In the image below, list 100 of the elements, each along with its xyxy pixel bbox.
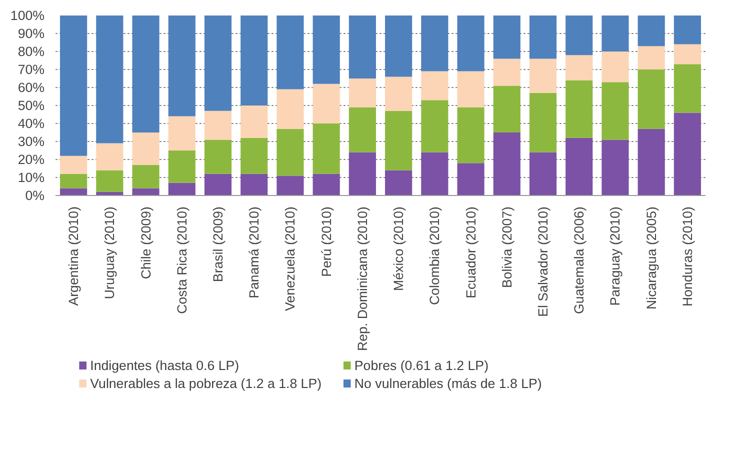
bar: [96, 16, 124, 144]
bar: [385, 170, 412, 196]
x-tick-label: El Salvador (2010): [536, 206, 550, 317]
x-tick-label: Colombia (2010): [427, 206, 442, 306]
bar: [638, 46, 665, 70]
x-tick-label: Guatemala (2006): [572, 206, 587, 314]
bar: [566, 80, 593, 138]
bar: [276, 128, 304, 176]
bar: [457, 163, 484, 196]
x-tick-label: Nicaragua (2005): [644, 206, 659, 310]
y-tick-label: 40%: [18, 116, 45, 131]
bar: [240, 106, 268, 138]
bar: [457, 107, 484, 164]
y-tick-label: 30%: [18, 134, 45, 149]
x-tick-label: México (2010): [391, 206, 406, 291]
bar: [385, 16, 412, 77]
bar: [638, 16, 665, 46]
y-tick-label: 20%: [18, 152, 45, 167]
y-tick-label: 70%: [18, 62, 45, 77]
bar: [674, 16, 701, 44]
bar: [529, 152, 557, 196]
bar: [493, 58, 520, 86]
bar: [602, 82, 629, 140]
bar: [529, 16, 557, 59]
bar: [132, 16, 160, 132]
x-tick-label: Paraguay (2010): [608, 206, 623, 306]
x-tick-label: Brasil (2009): [210, 206, 226, 282]
bar: [204, 140, 232, 174]
bar: [493, 86, 520, 132]
bar: [385, 110, 412, 170]
bar: [602, 16, 629, 52]
bar: [96, 143, 124, 170]
bar: [60, 174, 88, 188]
bar: [638, 128, 665, 196]
bar: [674, 64, 701, 113]
bar: [457, 71, 484, 108]
bar: [566, 16, 593, 56]
x-tick-label: Ecuador (2010): [463, 206, 478, 298]
bar: [60, 188, 88, 196]
bar: [168, 16, 196, 116]
x-tick-label: Honduras (2010): [680, 206, 695, 307]
bar: [421, 71, 448, 100]
bar: [566, 55, 593, 80]
bar: [312, 124, 340, 174]
bar: [602, 52, 629, 82]
bar: [204, 16, 232, 111]
y-tick-label: 10%: [18, 170, 45, 185]
bar: [60, 156, 88, 174]
y-tick-label: 50%: [18, 98, 45, 113]
bar: [457, 16, 484, 72]
x-tick-label: Chile (2009): [138, 206, 154, 280]
y-tick-label: 100%: [10, 8, 45, 23]
bar: [348, 78, 376, 108]
legend-label: Indigentes (hasta 0.6 LP): [90, 358, 240, 373]
bar: [132, 164, 160, 188]
bar: [638, 70, 665, 129]
bar: [204, 110, 232, 140]
bar: [240, 138, 268, 174]
x-tick-label: Panamá (2010): [246, 206, 262, 298]
bar: [168, 116, 196, 150]
bar: [312, 84, 340, 124]
x-tick-label: Bolivia (2007): [499, 206, 514, 288]
x-tick-label: Venezuela (2010): [282, 206, 298, 311]
bar: [240, 174, 268, 196]
bar: [168, 182, 196, 196]
y-tick-label: 90%: [18, 26, 45, 41]
bar: [529, 92, 557, 152]
bar: [421, 16, 448, 72]
bar: [312, 16, 340, 84]
y-tick-label: 0%: [25, 188, 45, 203]
bar: [204, 174, 232, 196]
x-tick-label: Uruguay (2010): [102, 206, 118, 300]
x-tick-label: Argentina (2010): [66, 206, 82, 306]
bar: [529, 58, 557, 93]
bar: [96, 170, 124, 192]
bar: [276, 89, 304, 129]
bar: [566, 138, 593, 196]
bar: [674, 112, 701, 196]
bar: [276, 176, 304, 196]
bar: [674, 44, 701, 64]
y-tick-label: 80%: [18, 44, 45, 59]
bar: [421, 100, 448, 152]
legend-label: Vulnerables a la pobreza (1.2 a 1.8 LP): [90, 376, 322, 391]
bar: [132, 132, 160, 165]
legend-label: Pobres (0.61 a 1.2 LP): [354, 358, 489, 373]
bar: [348, 107, 376, 152]
bar: [348, 16, 376, 78]
bar: [385, 76, 412, 111]
x-tick-label: Costa Rica (2010): [174, 206, 190, 314]
x-tick-label: Rep. Dominicana (2010): [354, 206, 370, 351]
bar: [312, 174, 340, 196]
bar: [493, 16, 520, 59]
bar: [60, 16, 88, 156]
bar: [348, 152, 376, 196]
bar: [240, 16, 268, 106]
bar: [602, 140, 629, 196]
legend-label: No vulnerables (más de 1.8 LP): [354, 376, 542, 391]
bar: [168, 150, 196, 183]
y-tick-label: 60%: [18, 80, 45, 95]
x-tick-label: Perú (2010): [318, 206, 334, 277]
